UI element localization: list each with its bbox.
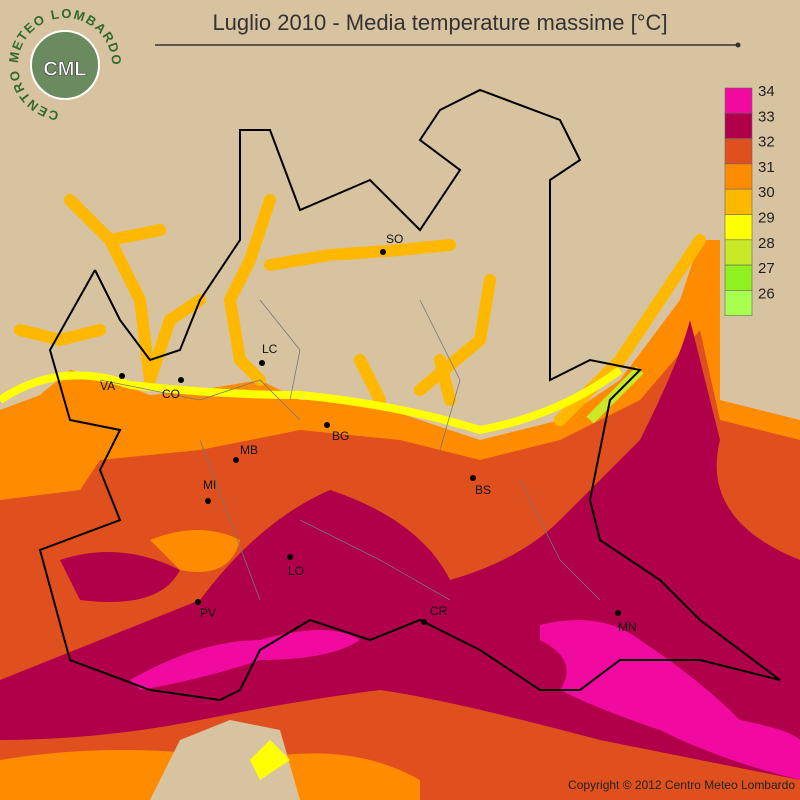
city-label: SO (386, 232, 403, 246)
title: Luglio 2010 - Media temperature massime … (212, 10, 667, 35)
zone-29 (250, 740, 290, 780)
title-dot (735, 42, 741, 48)
legend-label: 33 (758, 108, 775, 125)
city-label: LO (288, 564, 304, 578)
city-label: MN (618, 620, 637, 634)
zone-29 (0, 366, 623, 435)
city-label: CO (162, 387, 180, 401)
legend-label: 28 (758, 235, 775, 252)
city-label: MB (240, 443, 258, 457)
legend-label: 27 (758, 260, 775, 277)
city-dot (205, 498, 211, 504)
legend-swatch (724, 188, 753, 215)
cities: SO LC VA CO BG MB BS MI LO PV CR MN (100, 232, 637, 634)
city-dot (259, 360, 265, 366)
land (150, 720, 300, 800)
city-dot (233, 457, 239, 463)
city-dot (195, 599, 201, 605)
city-dot (287, 554, 293, 560)
legend-swatch (724, 87, 753, 114)
legend-swatch (724, 163, 753, 190)
legend-label: 26 (758, 285, 775, 302)
legend-label: 29 (758, 209, 775, 226)
city-label: BG (332, 429, 349, 443)
zone-34 (540, 620, 800, 780)
city-dot (178, 377, 184, 383)
city-label: LC (262, 342, 278, 356)
legend-swatch (724, 239, 753, 266)
copyright: Copyright © 2012 Centro Meteo Lombardo (568, 778, 795, 792)
legend-label: 30 (758, 184, 775, 201)
legend-swatch (724, 290, 753, 316)
legend-label: 34 (758, 83, 775, 100)
legend-swatch (724, 214, 753, 241)
city-dot (119, 373, 125, 379)
province-border (99, 299, 601, 601)
city-label: VA (100, 379, 115, 393)
city-dot (421, 619, 427, 625)
legend-label: 31 (758, 159, 775, 176)
legend: 34 33 32 31 30 29 28 27 26 (724, 83, 775, 316)
zone-33 (60, 552, 180, 602)
logo-short: CML (43, 58, 86, 80)
city-dot (615, 610, 621, 616)
legend-swatch (724, 113, 753, 139)
legend-label: 32 (758, 134, 775, 151)
zone-34 (130, 630, 360, 690)
city-dot (324, 422, 330, 428)
legend-swatch (724, 138, 753, 165)
city-dot (470, 475, 476, 481)
city-label: MI (203, 478, 216, 492)
city-label: PV (200, 606, 216, 620)
legend-swatch (724, 264, 753, 291)
city-label: BS (475, 483, 491, 497)
city-label: CR (430, 604, 448, 618)
zone-31 (150, 530, 240, 572)
region-border (38, 88, 781, 702)
logo-disc (30, 30, 100, 100)
city-dot (380, 249, 386, 255)
